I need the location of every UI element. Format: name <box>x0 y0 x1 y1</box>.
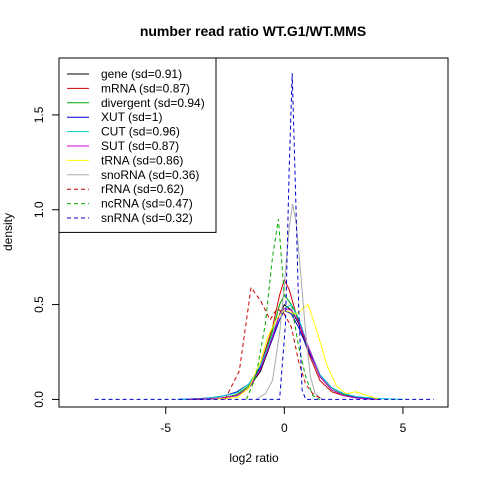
legend-label: gene (sd=0.91) <box>101 67 182 81</box>
x-tick-label: 5 <box>400 421 407 435</box>
x-tick-label: -5 <box>160 421 171 435</box>
series-line <box>213 303 380 400</box>
series-line <box>189 294 380 400</box>
x-axis-label: log2 ratio <box>229 451 279 465</box>
series-line <box>224 286 323 400</box>
y-tick-label: 1.0 <box>32 201 46 218</box>
legend-label: divergent (sd=0.94) <box>101 96 205 110</box>
legend-label: SUT (sd=0.87) <box>101 139 179 153</box>
legend-label: mRNA (sd=0.87) <box>101 81 190 95</box>
legend-label: rRNA (sd=0.62) <box>101 182 184 196</box>
y-axis-label: density <box>1 213 15 251</box>
legend-label: snoRNA (sd=0.36) <box>101 168 199 182</box>
legend-label: XUT (sd=1) <box>101 110 162 124</box>
y-tick-label: 1.5 <box>32 106 46 123</box>
series-line <box>189 278 380 400</box>
y-tick-label: 0.5 <box>32 296 46 313</box>
x-axis: -5 0 5 <box>160 407 407 435</box>
legend: gene (sd=0.91)mRNA (sd=0.87)divergent (s… <box>58 57 217 233</box>
y-tick-label: 0.0 <box>32 391 46 408</box>
x-tick-label: 0 <box>281 421 288 435</box>
legend-label: CUT (sd=0.96) <box>101 125 180 139</box>
series-line <box>255 203 323 400</box>
series-layer <box>94 73 434 400</box>
legend-label: tRNA (sd=0.86) <box>101 153 183 167</box>
legend-label: ncRNA (sd=0.47) <box>101 197 193 211</box>
series-line <box>94 73 434 400</box>
series-line <box>177 303 403 400</box>
legend-label: snRNA (sd=0.32) <box>101 211 193 225</box>
series-line <box>245 219 321 400</box>
series-line <box>189 307 380 400</box>
y-axis: 0.0 0.5 1.0 1.5 <box>32 106 59 408</box>
series-line <box>189 303 380 400</box>
legend-box <box>58 57 217 233</box>
chart-title: number read ratio WT.G1/WT.MMS <box>140 23 366 39</box>
series-line <box>177 309 380 400</box>
